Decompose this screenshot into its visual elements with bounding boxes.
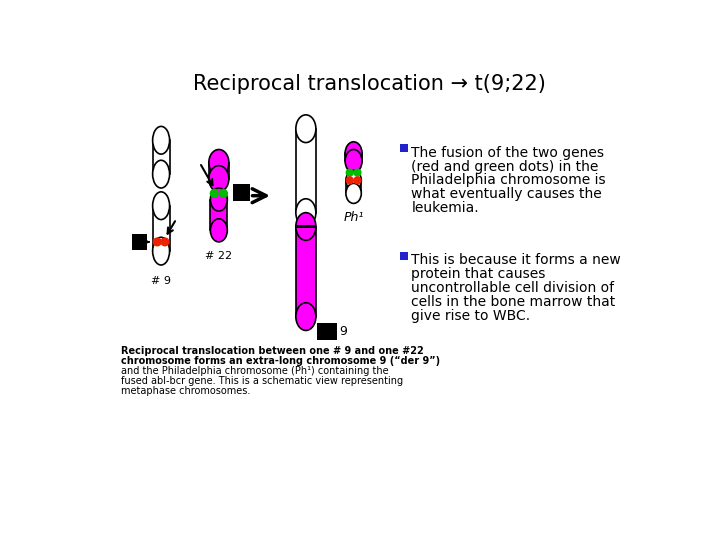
Bar <box>233 184 250 201</box>
Ellipse shape <box>346 170 361 190</box>
Bar <box>296 225 316 228</box>
Ellipse shape <box>296 115 316 143</box>
Text: give rise to WBC.: give rise to WBC. <box>411 309 531 323</box>
Bar <box>153 140 170 174</box>
Text: and the Philadelphia chromosome (Ph¹) containing the: and the Philadelphia chromosome (Ph¹) co… <box>121 366 389 376</box>
Text: Reciprocal translocation → t(9;22): Reciprocal translocation → t(9;22) <box>192 74 546 94</box>
Ellipse shape <box>209 150 229 176</box>
Ellipse shape <box>296 199 316 226</box>
Circle shape <box>354 169 361 176</box>
Circle shape <box>346 169 354 176</box>
Bar <box>153 206 170 251</box>
Bar <box>318 323 337 340</box>
Circle shape <box>220 190 228 197</box>
Text: cells in the bone marrow that: cells in the bone marrow that <box>411 295 616 309</box>
Text: leukemia.: leukemia. <box>411 201 479 215</box>
Text: (red and green dots) in the: (red and green dots) in the <box>411 159 599 173</box>
Ellipse shape <box>153 237 170 265</box>
Text: fused abl-bcr gene. This is a schematic view representing: fused abl-bcr gene. This is a schematic … <box>121 376 403 386</box>
Ellipse shape <box>210 219 228 242</box>
Ellipse shape <box>153 160 170 188</box>
Ellipse shape <box>153 126 170 154</box>
Text: protein that causes: protein that causes <box>411 267 546 281</box>
Ellipse shape <box>153 192 170 220</box>
Text: # 22: # 22 <box>205 251 233 261</box>
Ellipse shape <box>345 142 362 165</box>
Text: Philadelphia chromosome is: Philadelphia chromosome is <box>411 173 606 187</box>
Text: what eventually causes the: what eventually causes the <box>411 187 602 201</box>
Ellipse shape <box>210 188 228 211</box>
Circle shape <box>161 238 168 246</box>
Text: uncontrollable cell division of: uncontrollable cell division of <box>411 281 614 295</box>
Bar <box>132 234 148 249</box>
Bar <box>209 163 229 179</box>
Circle shape <box>346 177 354 184</box>
Bar <box>345 153 362 161</box>
Bar <box>400 144 408 152</box>
Text: Reciprocal translocation between one # 9 and one #22: Reciprocal translocation between one # 9… <box>121 346 424 356</box>
Text: Ph¹: Ph¹ <box>343 211 364 224</box>
Text: chromosome forms an extra-long chromosome 9 (“der 9”): chromosome forms an extra-long chromosom… <box>121 356 440 366</box>
Circle shape <box>354 177 361 184</box>
Bar <box>210 200 228 231</box>
Ellipse shape <box>209 166 229 192</box>
Ellipse shape <box>346 184 361 204</box>
Ellipse shape <box>296 303 316 330</box>
Circle shape <box>153 238 161 246</box>
Bar <box>400 252 408 260</box>
Text: The fusion of the two genes: The fusion of the two genes <box>411 146 604 160</box>
Circle shape <box>210 190 218 197</box>
Text: 9: 9 <box>340 325 348 338</box>
Ellipse shape <box>296 213 316 240</box>
Text: This is because it forms a new: This is because it forms a new <box>411 253 621 267</box>
Bar <box>296 226 316 316</box>
Text: # 9: # 9 <box>151 276 171 286</box>
Ellipse shape <box>345 150 362 173</box>
Bar <box>346 180 361 193</box>
Text: metaphase chromosomes.: metaphase chromosomes. <box>121 386 251 396</box>
Bar <box>296 129 316 213</box>
